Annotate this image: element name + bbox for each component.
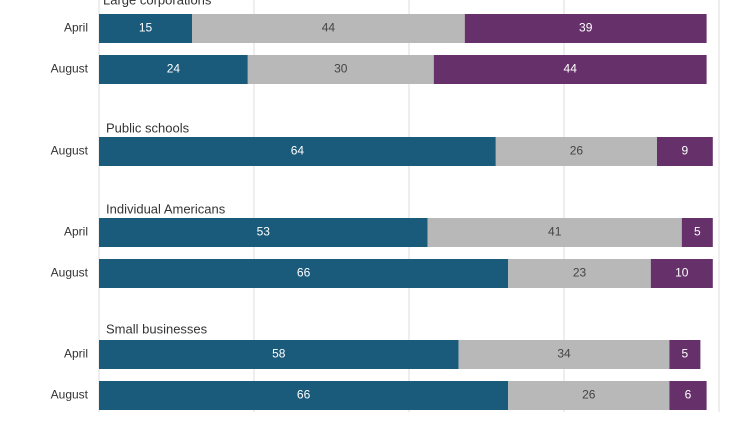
data-label: 39 [579, 21, 593, 35]
group-title: Individual Americans [106, 201, 226, 216]
data-label: 5 [682, 347, 689, 361]
data-label: 53 [257, 225, 271, 239]
row-label: August [51, 266, 89, 280]
group-title: Large corporations [103, 0, 212, 7]
data-label: 5 [694, 225, 701, 239]
data-label: 66 [297, 266, 311, 280]
data-label: 9 [682, 144, 689, 158]
group-title: Small businesses [106, 321, 208, 336]
bar-segment [99, 259, 509, 288]
row-label: August [51, 62, 89, 76]
data-label: 24 [167, 62, 181, 76]
row-label: April [64, 21, 88, 35]
data-label: 41 [548, 225, 562, 239]
data-label: 58 [272, 347, 286, 361]
bar-segment [192, 14, 465, 43]
data-label: 10 [675, 266, 689, 280]
row-label: August [51, 388, 89, 402]
bar-segment [508, 259, 651, 288]
bar-segment [99, 340, 459, 369]
bar-segment [464, 14, 707, 43]
bar-segment [657, 137, 713, 166]
data-label: 66 [297, 388, 311, 402]
bar-segment [669, 381, 707, 410]
data-label: 64 [291, 144, 305, 158]
data-label: 44 [564, 62, 578, 76]
group-title: Public schools [106, 120, 190, 135]
bar-segment [99, 137, 496, 166]
data-label: 34 [557, 347, 571, 361]
bar-segment [99, 55, 248, 84]
data-label: 26 [582, 388, 596, 402]
data-label: 6 [685, 388, 692, 402]
row-label: August [51, 144, 89, 158]
bar-segment [458, 340, 670, 369]
bar-segment [247, 55, 434, 84]
data-label: 15 [139, 21, 153, 35]
bar-segment [99, 14, 192, 43]
bar-segment [495, 137, 657, 166]
bar-segment [99, 381, 509, 410]
data-label: 44 [322, 21, 336, 35]
data-label: 23 [573, 266, 587, 280]
bar-segment [99, 218, 428, 247]
bar-segment [650, 259, 713, 288]
bar-segment [681, 218, 713, 247]
bar-segment [669, 340, 701, 369]
data-label: 30 [334, 62, 348, 76]
bar-segment [508, 381, 670, 410]
row-label: April [64, 225, 88, 239]
bar-segment [433, 55, 707, 84]
data-label: 26 [570, 144, 584, 158]
row-label: April [64, 347, 88, 361]
bar-segment [427, 218, 682, 247]
